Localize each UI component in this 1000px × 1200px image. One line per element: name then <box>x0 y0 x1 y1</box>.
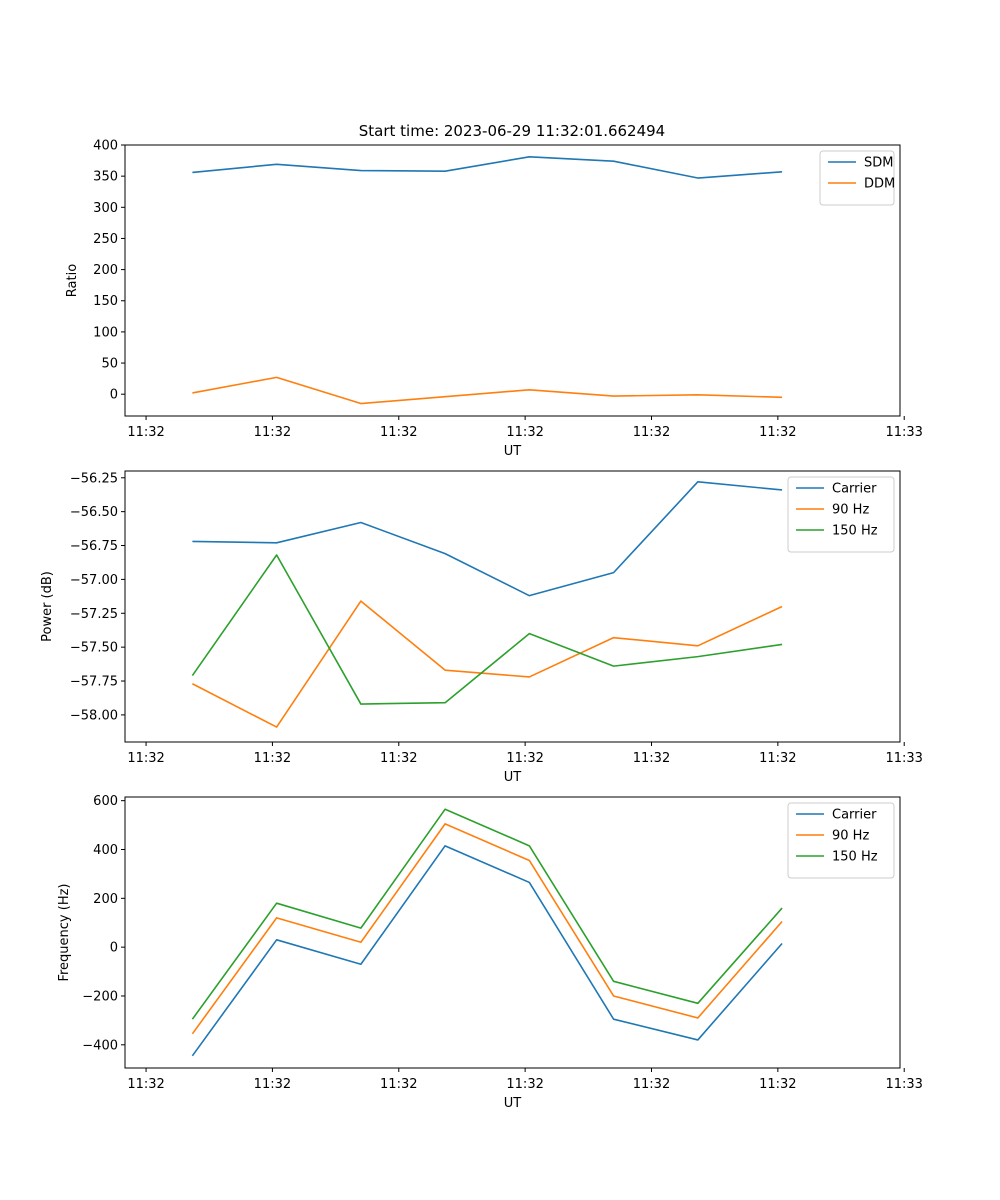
power-y-tick-label: −57.25 <box>70 607 118 622</box>
frequency-x-tick-label: 11:32 <box>254 1077 291 1092</box>
power-y-tick-label: −56.25 <box>70 471 118 486</box>
power-series-carrier-line <box>192 481 783 597</box>
ratio-legend-label-ddm: DDM <box>864 177 895 192</box>
frequency-x-tick-label: 11:32 <box>633 1077 670 1092</box>
power-legend-label-90-hz: 90 Hz <box>832 503 869 518</box>
frequency-legend-box <box>787 802 895 879</box>
frequency-y-tick-label: 200 <box>93 892 118 907</box>
frequency-series-150-hz-line <box>191 808 783 1020</box>
ratio-series-sdm-line <box>192 156 783 179</box>
power-x-tick-label: 11:32 <box>759 751 796 766</box>
ratio-axes-frame <box>124 144 901 417</box>
power-x-tick-label: 11:32 <box>380 751 417 766</box>
frequency-x-tick-label: 11:32 <box>380 1077 417 1092</box>
ratio-y-tick-label: 150 <box>93 294 118 309</box>
power-panel: 11:32 11:32 11:32 11:32 11:32 11:32 11:33 −58.0… <box>40 470 923 785</box>
ratio-y-tick-label: 200 <box>93 263 118 278</box>
ratio-y-tick-label: 250 <box>93 232 118 247</box>
frequency-legend: Carrier 90 Hz 150 Hz <box>787 802 895 879</box>
ratio-panel: 11:32 11:32 11:32 11:32 11:32 11:32 11:33 0 50 10… <box>65 139 923 460</box>
ratio-x-tick-label: 11:33 <box>885 425 922 440</box>
frequency-y-axis-label: Frequency (Hz) <box>57 883 72 981</box>
ratio-x-tick-label: 11:32 <box>633 425 670 440</box>
frequency-y-tick-label: 0 <box>110 941 118 956</box>
power-x-tick-label: 11:32 <box>633 751 670 766</box>
power-series-150-hz-line <box>191 554 783 705</box>
frequency-y-tick-label: 400 <box>93 843 118 858</box>
ratio-x-tick-label: 11:32 <box>506 425 543 440</box>
power-x-tick-label: 11:32 <box>127 751 164 766</box>
ratio-y-tick-label: 100 <box>93 325 118 340</box>
power-legend: Carrier 90 Hz 150 Hz <box>787 476 895 553</box>
power-legend-label-150-hz: 150 Hz <box>832 524 878 539</box>
power-x-tick-label: 11:33 <box>885 751 922 766</box>
power-x-tick-label: 11:32 <box>254 751 291 766</box>
ratio-series-ddm-line <box>192 376 783 405</box>
frequency-series-carrier-line <box>191 845 783 1057</box>
frequency-legend-label-90-hz: 90 Hz <box>832 829 869 844</box>
ratio-y-tick-label: 350 <box>93 170 118 185</box>
ratio-y-tick-label: 400 <box>93 139 118 154</box>
ratio-x-tick-label: 11:32 <box>759 425 796 440</box>
ratio-legend: SDM DDM <box>819 150 895 206</box>
power-axes-frame <box>124 470 901 743</box>
power-y-tick-label: −56.75 <box>70 539 118 554</box>
power-y-tick-label: −57.50 <box>70 641 118 656</box>
power-x-tick-label: 11:32 <box>506 751 543 766</box>
frequency-panel: 11:32 11:32 11:32 11:32 11:32 11:32 11:33 −400 −… <box>57 794 923 1111</box>
ratio-y-tick-label: 50 <box>101 357 118 372</box>
frequency-series-90-hz-line <box>191 823 783 1035</box>
ratio-y-tick-label: 0 <box>110 388 118 403</box>
frequency-x-tick-label: 11:32 <box>506 1077 543 1092</box>
ratio-x-tick-label: 11:32 <box>254 425 291 440</box>
frequency-axes-frame <box>124 796 901 1069</box>
frequency-x-tick-label: 11:33 <box>885 1077 922 1092</box>
frequency-x-tick-label: 11:32 <box>759 1077 796 1092</box>
ratio-y-tick-label: 300 <box>93 201 118 216</box>
ratio-x-tick-label: 11:32 <box>380 425 417 440</box>
power-legend-box <box>787 476 895 553</box>
frequency-y-tick-label: −400 <box>82 1038 118 1053</box>
power-y-tick-label: −58.00 <box>70 708 118 723</box>
ratio-y-axis-label: Ratio <box>65 264 80 297</box>
frequency-legend-label-carrier: Carrier <box>832 808 877 823</box>
ratio-legend-box <box>819 150 895 206</box>
power-legend-label-carrier: Carrier <box>832 482 877 497</box>
ratio-legend-label-sdm: SDM <box>864 156 893 171</box>
power-y-axis-label: Power (dB) <box>40 571 55 642</box>
frequency-y-tick-label: −200 <box>82 989 118 1004</box>
power-y-tick-label: −57.75 <box>70 675 118 690</box>
power-series-90-hz-line <box>192 600 783 728</box>
frequency-x-axis-label: UT <box>504 1096 522 1111</box>
power-y-tick-label: −57.00 <box>70 573 118 588</box>
ratio-x-tick-label: 11:32 <box>127 425 164 440</box>
frequency-x-tick-label: 11:32 <box>127 1077 164 1092</box>
figure-title: Start time: 2023-06-29 11:32:01.662494 <box>359 122 665 140</box>
ratio-x-axis-label: UT <box>504 444 522 459</box>
frequency-y-tick-label: 600 <box>93 794 118 809</box>
frequency-legend-label-150-hz: 150 Hz <box>832 850 878 865</box>
power-x-axis-label: UT <box>504 770 522 785</box>
power-y-tick-label: −56.50 <box>70 505 118 520</box>
